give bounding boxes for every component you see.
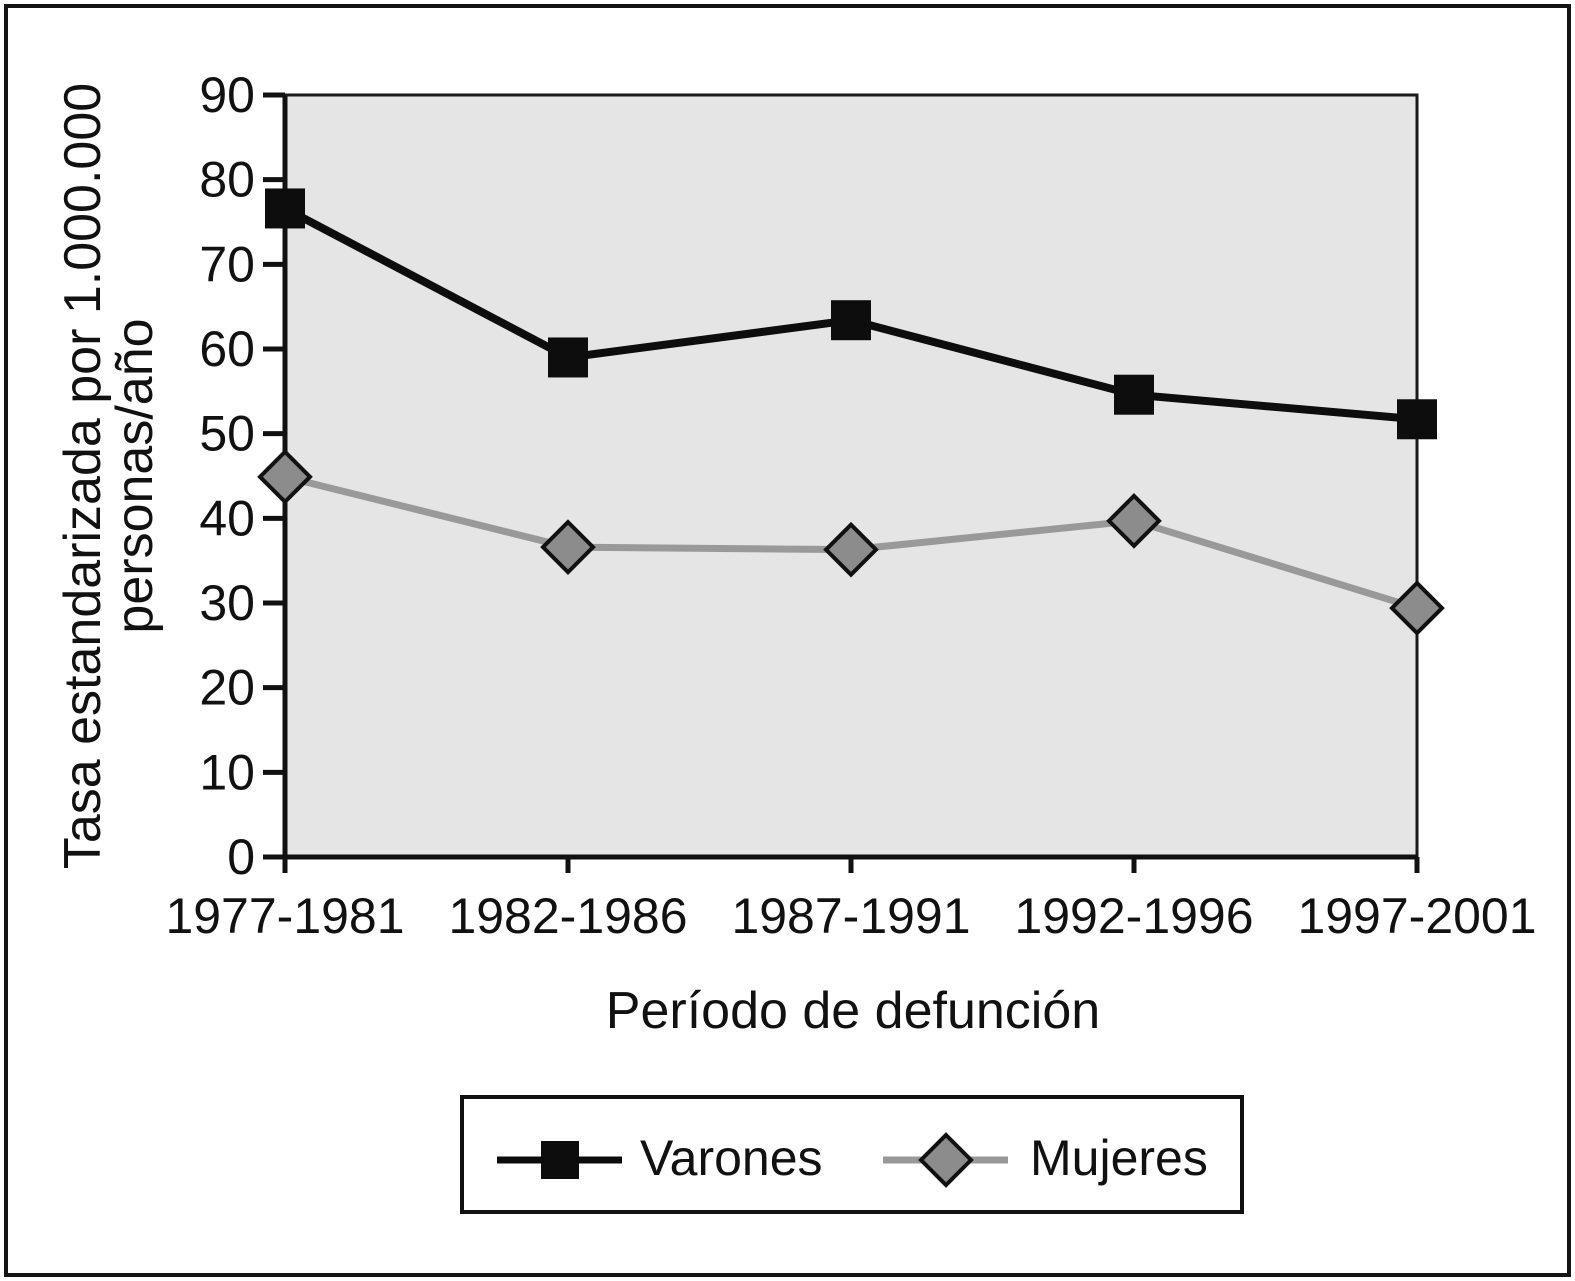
legend-label: Varones: [640, 1130, 823, 1186]
x-axis-title: Período de defunción: [606, 982, 1100, 1040]
mujeres-marker-diamond: [1389, 580, 1445, 636]
y-tick-label: 0: [227, 829, 255, 885]
y-tick-label: 50: [199, 406, 255, 462]
plot-area: [283, 93, 1419, 859]
y-tick-label: 90: [199, 67, 255, 123]
y-tick-label: 30: [199, 575, 255, 631]
x-tick-label: 1992-1996: [1014, 888, 1253, 944]
legend-square-icon: [541, 1141, 579, 1179]
y-tick-label: 80: [199, 152, 255, 208]
legend-diamond-icon: [918, 1132, 974, 1188]
mujeres-marker-diamond: [257, 449, 313, 505]
varones-marker-square: [265, 188, 305, 229]
mujeres-marker-diamond: [540, 519, 596, 575]
varones-marker-square: [1114, 374, 1154, 415]
x-tick-label: 1987-1991: [731, 888, 970, 944]
legend: Varones Mujeres: [460, 1095, 1244, 1214]
x-tick-label: 1977-1981: [165, 888, 404, 944]
varones-marker-square: [548, 337, 588, 378]
x-tick-label: 1982-1986: [448, 888, 687, 944]
series-mujeres: [257, 449, 1445, 636]
y-axis-title-line: Tasa estandarizada por 1.000.000: [54, 83, 112, 869]
legend-box: [460, 1095, 1244, 1214]
y-tick-label: 40: [199, 490, 255, 546]
series-varones: [265, 188, 1437, 440]
y-tick-label: 20: [199, 660, 255, 716]
mujeres-marker-diamond: [823, 521, 879, 578]
y-tick-label: 70: [199, 236, 255, 292]
y-axis-title-line: personas/año: [106, 318, 164, 633]
mujeres-marker-diamond: [1106, 493, 1162, 549]
y-tick-label: 60: [199, 321, 255, 377]
x-tick-label: 1997-2001: [1297, 888, 1536, 944]
varones-marker-square: [1397, 399, 1437, 440]
varones-marker-square: [831, 300, 871, 341]
y-tick-label: 10: [199, 744, 255, 800]
legend-label: Mujeres: [1030, 1130, 1208, 1186]
